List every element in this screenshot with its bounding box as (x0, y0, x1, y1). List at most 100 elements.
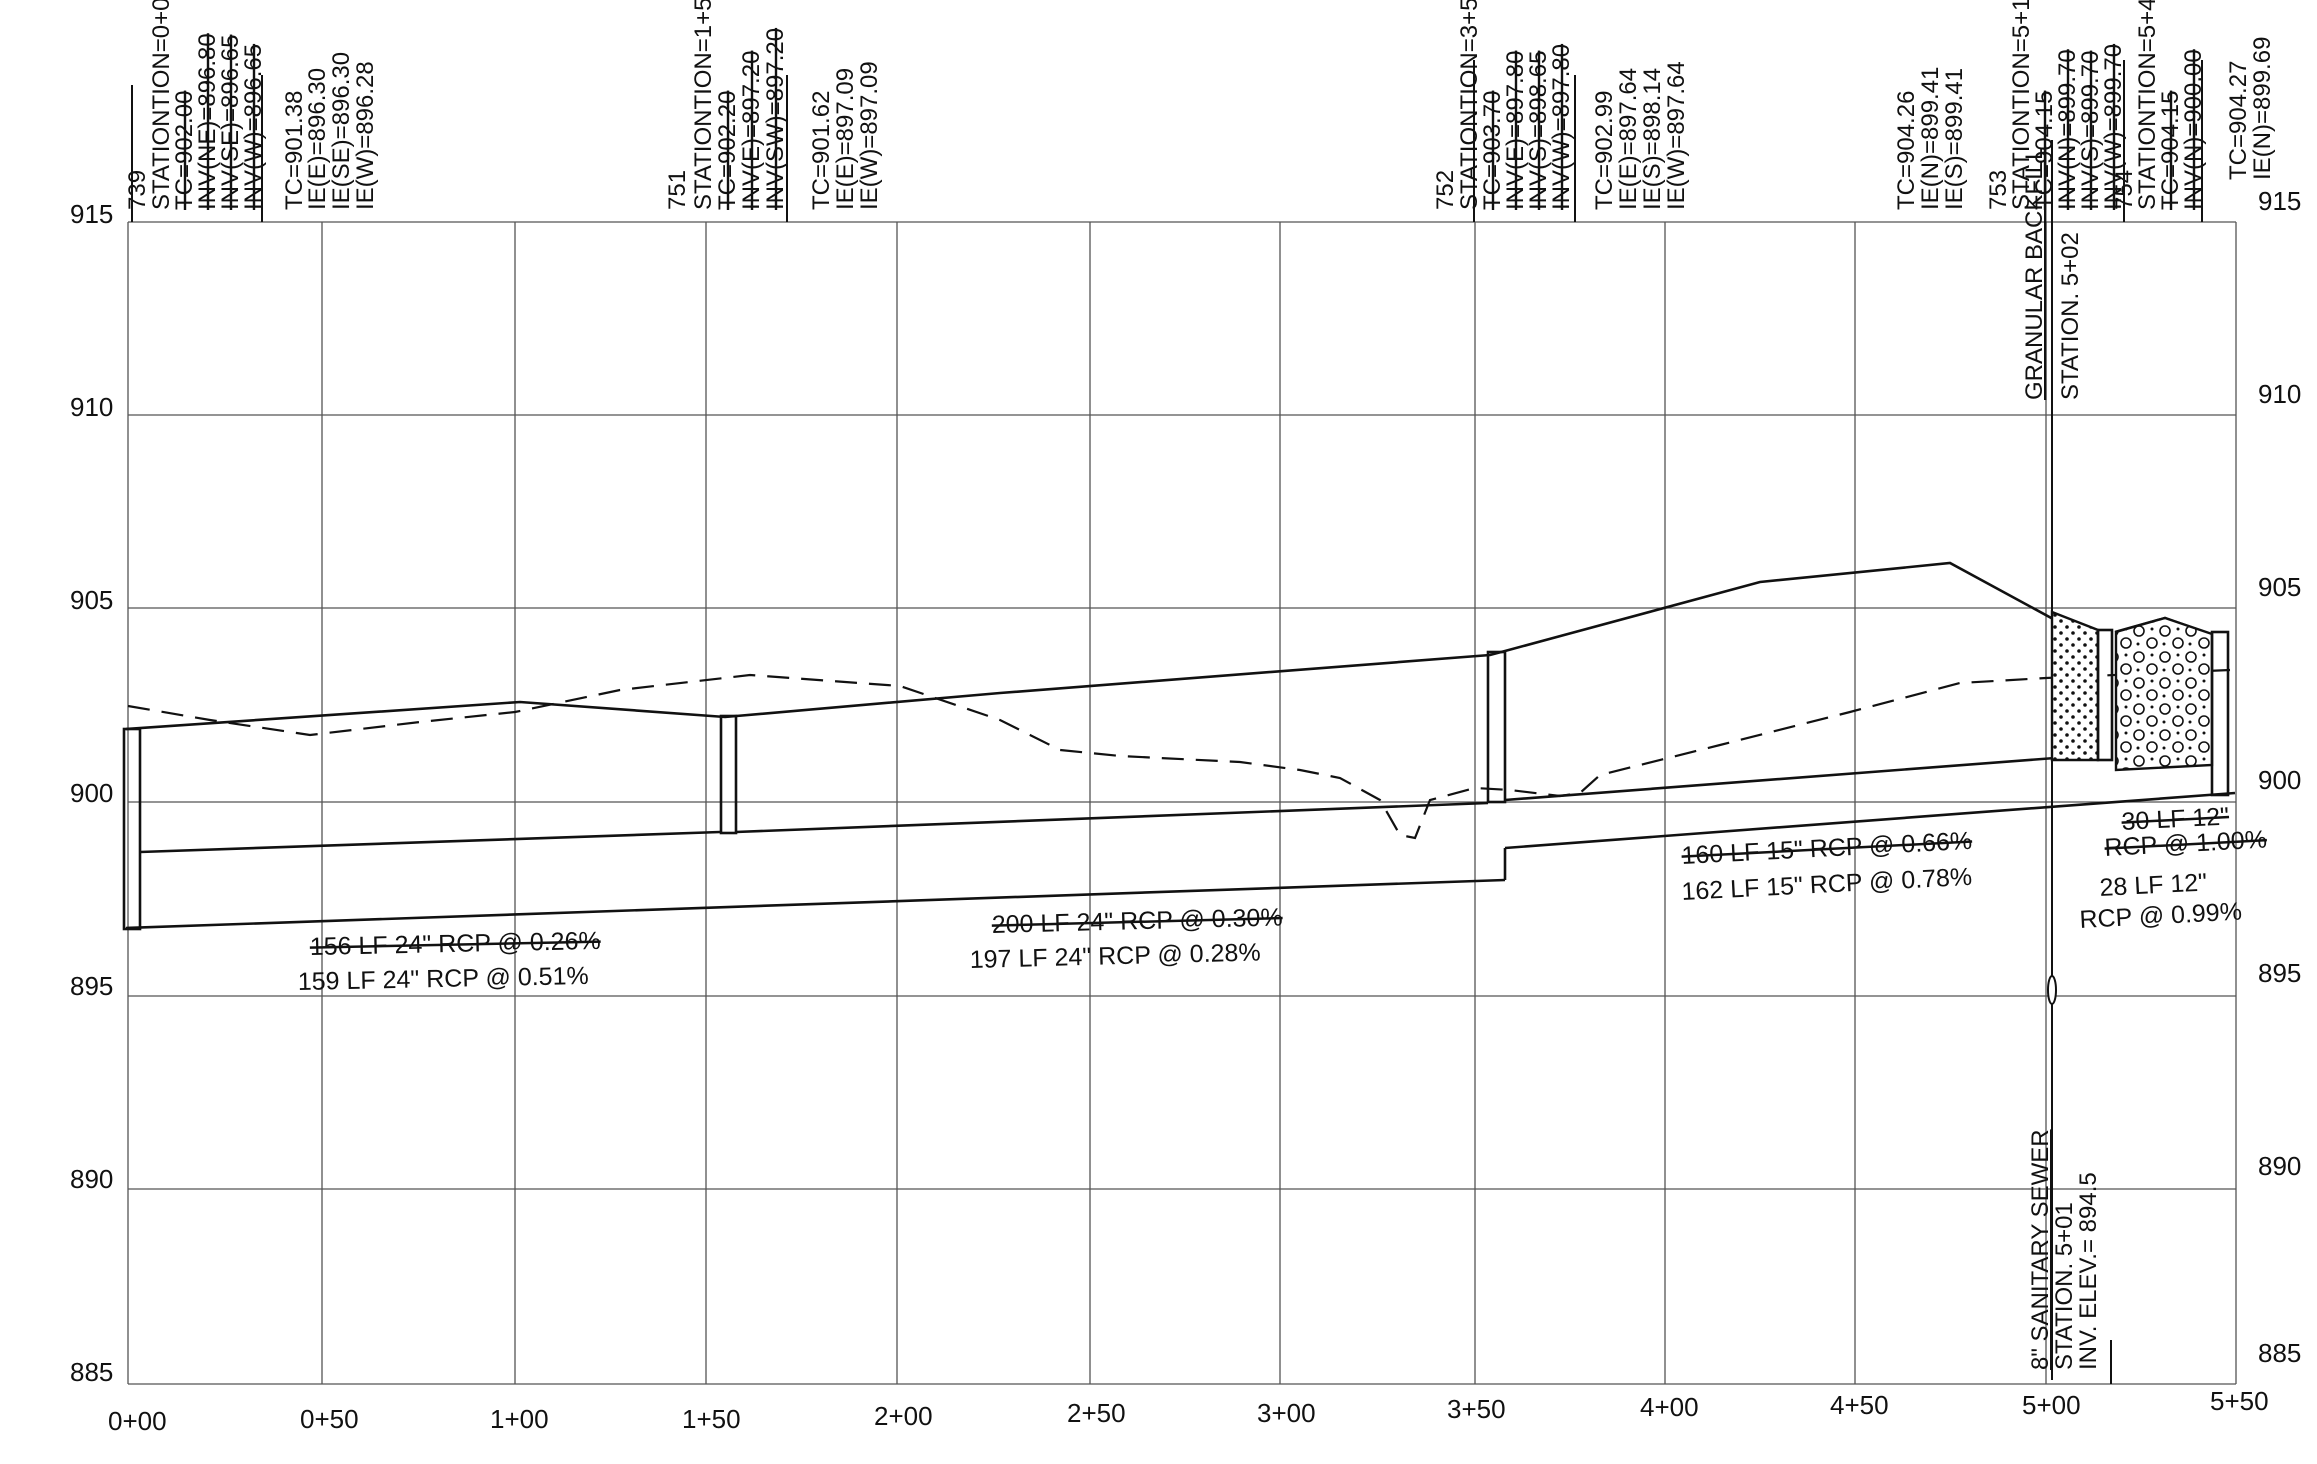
structure-value: TC=901.38 (281, 91, 308, 210)
structure-753-annotation: TC=904.26 IE(N)=899.41 IE(S)=899.41 753 … (1893, 0, 2127, 210)
elevation-label: 905 (70, 585, 113, 615)
structure-value: TC=904.26 (1893, 91, 1920, 210)
elevation-label: 885 (70, 1357, 113, 1387)
elevation-label: 895 (70, 971, 113, 1001)
station-label: 5+00 (2022, 1390, 2081, 1420)
elevation-axis-left: 915 910 905 900 895 890 885 (70, 199, 113, 1387)
struck-value: INV(S)=898.65 (1525, 51, 1552, 210)
struck-value: INV(SW)=897.20 (762, 28, 789, 210)
manhole-752 (1486, 650, 1507, 804)
manhole-751 (719, 714, 738, 835)
structure-value: TC=904.27 (2225, 61, 2252, 180)
pipe-label-4: 30 LF 12" RCP @ 1.00% 28 LF 12" RCP @ 0.… (2079, 802, 2268, 934)
sewer-title: 8" SANITARY SEWER (2027, 1129, 2054, 1370)
station-label: 4+00 (1640, 1392, 1699, 1422)
proposed-grade-line (125, 561, 2091, 731)
station-label: 0+50 (300, 1404, 359, 1434)
struck-value: INV(NE)=896.80 (194, 33, 221, 210)
pipe-run-739-751 (125, 830, 1506, 930)
structure-value: TC=902.99 (1591, 91, 1618, 210)
pipe-run-752-753 (1504, 756, 2236, 850)
structure-value: IE(E)=897.09 (832, 68, 859, 210)
elevation-label: 905 (2258, 572, 2301, 602)
station-label: 1+50 (682, 1404, 741, 1434)
station-label: 5+50 (2210, 1386, 2269, 1416)
struck-value: TC=904.15 (2157, 91, 2184, 210)
structure-value: IE(S)=898.14 (1639, 68, 1666, 210)
station-label: 2+00 (874, 1401, 933, 1431)
structure-station: STATIONTION=1+55.67 (690, 0, 717, 210)
structure-754-gravel (2114, 616, 2214, 772)
structure-754-annotation: 754 STATIONTION=5+45.67 TC=904.15 INV(N)… (2111, 0, 2276, 210)
structure-id: 752 (1432, 170, 1459, 210)
pipe-label-2: 200 LF 24" RCP @ 0.30% 197 LF 24" RCP @ … (969, 903, 1283, 974)
structure-station: STATIONTION=3+55.67 (1456, 0, 1483, 210)
station-label: 4+50 (1830, 1390, 1889, 1420)
structure-station: STATIONTION=5+15.67 (2008, 0, 2035, 210)
structure-value: IE(N)=899.69 (2249, 37, 2276, 180)
struck-value: TC=902.00 (171, 91, 198, 210)
pipe-label-old: 200 LF 24" RCP @ 0.30% (991, 903, 1283, 939)
pipe-label-3: 160 LF 15" RCP @ 0.66% 162 LF 15" RCP @ … (1681, 827, 1973, 906)
struck-value: TC=902.20 (714, 91, 741, 210)
elevation-label: 895 (2258, 958, 2301, 988)
struck-value: INV(W)=897.80 (1548, 44, 1575, 210)
structure-id: 751 (664, 170, 691, 210)
backfill-title: GRANULAR BACKFILL (2021, 147, 2048, 400)
structure-value: IE(E)=897.64 (1615, 68, 1642, 210)
manhole-739 (122, 727, 142, 931)
structure-value: IE(W)=897.09 (856, 61, 883, 210)
manhole-753 (2096, 628, 2114, 762)
structure-value: TC=901.62 (808, 91, 835, 210)
station-label: 0+00 (108, 1406, 167, 1436)
pipe-run-751-752 (735, 801, 1489, 834)
pipe-label-new-line1: 28 LF 12" (2099, 868, 2208, 902)
struck-value: TC=903.70 (1479, 91, 1506, 210)
struck-value: TC=904.15 (2031, 91, 2058, 210)
elevation-axis-right: 915 910 905 900 895 890 885 (2258, 186, 2301, 1368)
sewer-station: STATION. 5+01 (2051, 1202, 2078, 1370)
struck-value: INV(N)=899.70 (2054, 49, 2081, 210)
structure-id: 739 (124, 170, 151, 210)
elevation-label: 900 (2258, 765, 2301, 795)
pipe-label-new: 162 LF 15" RCP @ 0.78% (1681, 863, 1973, 906)
structure-station: STATIONTION=5+45.67 (2134, 0, 2161, 210)
station-axis: 0+00 0+50 1+00 1+50 2+00 2+50 3+00 3+50 … (108, 1386, 2269, 1436)
structure-value: IE(E)=896.30 (304, 68, 331, 210)
backfill-station: STATION. 5+02 (2057, 232, 2084, 400)
structure-value: IE(W)=896.28 (352, 61, 379, 210)
pipe-label-old: 156 LF 24" RCP @ 0.26% (310, 927, 601, 961)
pipe-label-new-line2: RCP @ 0.99% (2079, 898, 2243, 934)
elevation-label: 915 (2258, 186, 2301, 216)
pipe-label-1: 156 LF 24" RCP @ 0.26% 159 LF 24" RCP @ … (298, 927, 601, 996)
pipe-label-new: 197 LF 24" RCP @ 0.28% (969, 938, 1261, 974)
struck-value: INV(S)=899.70 (2077, 51, 2104, 210)
grid (127, 221, 2237, 1385)
elevation-label: 910 (2258, 379, 2301, 409)
elevation-label: 890 (70, 1164, 113, 1194)
granular-backfill-callout: GRANULAR BACKFILL STATION. 5+02 (2021, 147, 2084, 400)
structure-739-annotation: 739 STATIONTION=0+00 TC=902.00 INV(NE)=8… (124, 0, 379, 210)
structure-752-annotation: 752 STATIONTION=3+55.67 TC=903.70 INV(E)… (1432, 0, 1690, 210)
elevation-label: 900 (70, 778, 113, 808)
sewer-inv-elev: INV. ELEV.= 894.5 (2075, 1172, 2102, 1370)
structure-value: IE(N)=899.41 (1917, 67, 1944, 210)
structure-751-annotation: 751 STATIONTION=1+55.67 TC=902.20 INV(E)… (664, 0, 883, 210)
manhole-754 (2210, 630, 2230, 797)
elevation-label: 885 (2258, 1338, 2301, 1368)
pipe-label-old-line1: 30 LF 12" (2121, 802, 2230, 836)
structure-value: IE(S)=899.41 (1941, 68, 1968, 210)
station-label: 3+50 (1447, 1394, 1506, 1424)
station-label: 3+00 (1257, 1398, 1316, 1428)
elevation-label: 890 (2258, 1151, 2301, 1181)
elevation-label: 910 (70, 392, 113, 422)
structure-value: IE(SE)=896.30 (328, 52, 355, 210)
structure-id: 753 (1985, 170, 2012, 210)
elevation-label: 915 (70, 199, 113, 229)
sanitary-sewer-callout: 8" SANITARY SEWER STATION. 5+01 INV. ELE… (2027, 1129, 2102, 1370)
granular-backfill-fill (2050, 610, 2100, 762)
structure-station: STATIONTION=0+00 (148, 0, 175, 210)
annotation-leaders (131, 60, 2203, 222)
pipe-label-new: 159 LF 24" RCP @ 0.51% (298, 962, 589, 996)
